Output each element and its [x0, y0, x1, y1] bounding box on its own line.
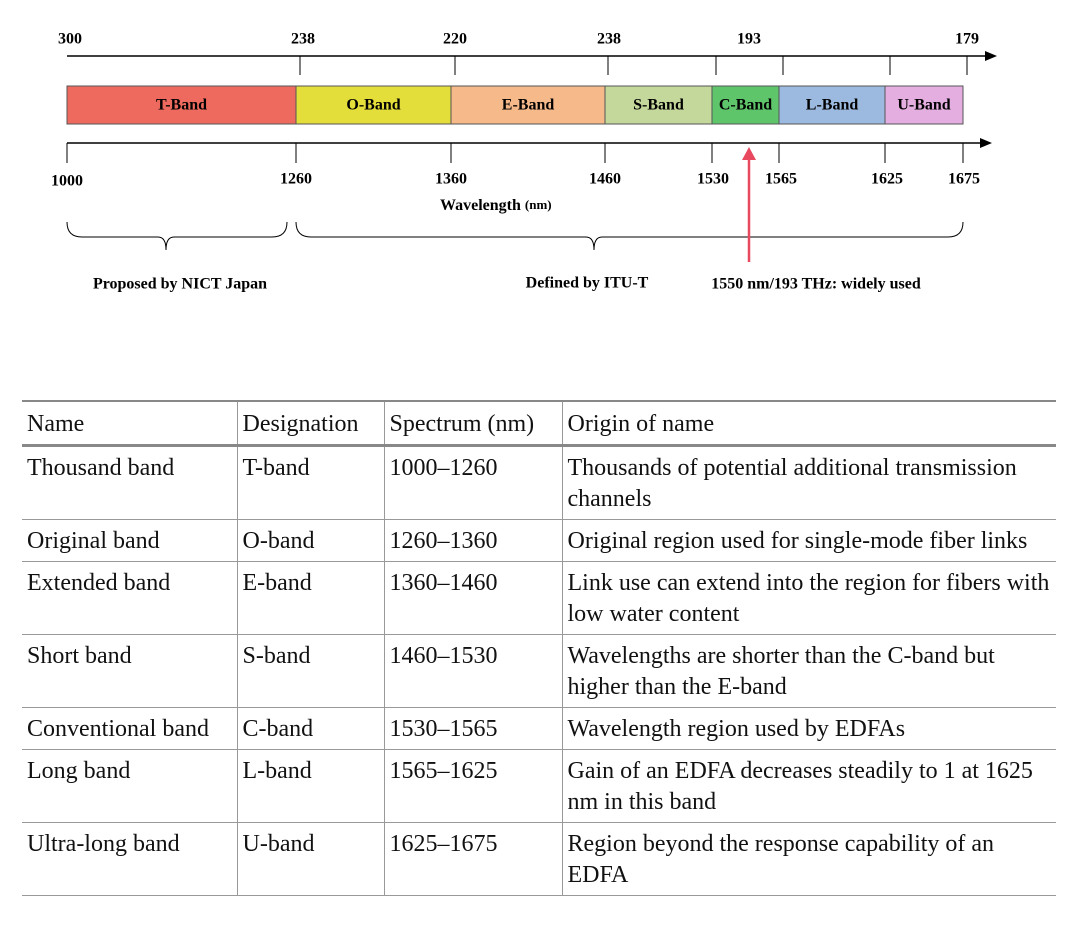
- frequency-label: 238: [291, 31, 315, 48]
- table-cell: 1530–1565: [383, 707, 563, 750]
- brace: [295, 221, 964, 251]
- table-row: Ultra-long band U-band 1625–1675 Region bey…: [22, 822, 1056, 896]
- table-row: Original band O-band 1260–1360 Original reg…: [22, 519, 1056, 562]
- table-cell: 1260–1360: [383, 519, 563, 562]
- axis-arrow: [980, 138, 992, 148]
- header-row: Name Designation Spectrum (nm) Origin of na…: [22, 400, 1056, 447]
- table-cell: Thousands of potential additional transm…: [561, 445, 1056, 520]
- band: [778, 85, 886, 125]
- band-label: S-Band: [633, 97, 684, 114]
- band-table: Name Designation Spectrum (nm) Origin of na…: [22, 400, 1056, 896]
- table-cell: T-band: [236, 445, 385, 520]
- table-cell: 1625–1675: [383, 822, 563, 896]
- table-cell: 1360–1460: [383, 561, 563, 635]
- band: [295, 85, 452, 125]
- band: [884, 85, 964, 125]
- table-row: Extended band E-band 1360–1460 Link use can…: [22, 561, 1056, 635]
- axis-unit: (nm): [525, 197, 552, 212]
- table-cell: E-band: [236, 561, 385, 635]
- frequency-label: 300: [58, 31, 82, 48]
- axis-title: Wavelength (nm): [440, 197, 552, 214]
- table-cell: 1000–1260: [383, 445, 563, 520]
- table-cell: Wavelengths are shorter than the C-band …: [561, 634, 1056, 708]
- table-cell: Conventional band: [22, 707, 238, 750]
- table-row: Long band L-band 1565–1625 Gain of an EDFA …: [22, 749, 1056, 823]
- band-diagram: Wavelength (nm) Proposed by NICT Japan D…: [51, 31, 997, 293]
- brace-label: Defined by ITU-T: [526, 275, 649, 292]
- brace-label: Proposed by NICT Japan: [93, 276, 267, 293]
- band: [711, 85, 780, 125]
- header-cell: Spectrum (nm): [383, 400, 563, 447]
- frequency-label: 220: [443, 31, 467, 48]
- annotation: 1550 nm/193 THz: widely used: [711, 276, 921, 293]
- table-cell: C-band: [236, 707, 385, 750]
- band-label: U-Band: [897, 97, 950, 114]
- table-cell: Original region used for single-mode fib…: [561, 519, 1056, 562]
- band-label: E-Band: [502, 97, 555, 114]
- wavelength-label: 1000: [51, 173, 83, 190]
- wavelength-label: 1625: [871, 171, 903, 188]
- frequency-label: 238: [597, 31, 621, 48]
- table-cell: Link use can extend into the region for …: [561, 561, 1056, 635]
- table-cell: 1565–1625: [383, 749, 563, 823]
- table-row: Thousand band T-band 1000–1260 Thousands of…: [22, 445, 1056, 520]
- header-cell: Designation: [236, 400, 385, 447]
- annotation-arrow-head: [742, 147, 756, 160]
- frequency-label: 193: [737, 31, 761, 48]
- table-row: Short band S-band 1460–1530 Wavelengths are…: [22, 634, 1056, 708]
- band: [66, 85, 297, 125]
- table-cell: Short band: [22, 634, 238, 708]
- table-cell: Thousand band: [22, 445, 238, 520]
- wavelength-label: 1530: [697, 171, 729, 188]
- frequency-label: 179: [955, 31, 979, 48]
- wavelength-label: 1565: [765, 171, 797, 188]
- axis-arrow: [985, 51, 997, 61]
- band-label: L-Band: [806, 97, 859, 114]
- band: [604, 85, 713, 125]
- table-cell: Extended band: [22, 561, 238, 635]
- band-label: T-Band: [156, 97, 207, 114]
- table-cell: Wavelength region used by EDFAs: [561, 707, 1056, 750]
- table-cell: Region beyond the response capability of…: [561, 822, 1056, 896]
- table-cell: Original band: [22, 519, 238, 562]
- table-cell: 1460–1530: [383, 634, 563, 708]
- table-cell: O-band: [236, 519, 385, 562]
- wavelength-label: 1260: [280, 171, 312, 188]
- wavelength-label: 1675: [948, 171, 980, 188]
- band: [450, 85, 606, 125]
- brace: [66, 221, 288, 251]
- table-cell: Long band: [22, 749, 238, 823]
- table-cell: Ultra-long band: [22, 822, 238, 896]
- table-cell: Gain of an EDFA decreases steadily to 1 …: [561, 749, 1056, 823]
- table-cell: U-band: [236, 822, 385, 896]
- table-cell: S-band: [236, 634, 385, 708]
- wavelength-label: 1460: [589, 171, 621, 188]
- wavelength-label: 1360: [435, 171, 467, 188]
- table-cell: L-band: [236, 749, 385, 823]
- header-cell: Name: [22, 400, 238, 447]
- header-cell: Origin of name: [561, 400, 1056, 447]
- band-label: C-Band: [719, 97, 772, 114]
- band-label: O-Band: [346, 97, 400, 114]
- table-row: Conventional band C-band 1530–1565 Waveleng…: [22, 707, 1056, 750]
- axis-title-text: Wavelength: [440, 197, 521, 214]
